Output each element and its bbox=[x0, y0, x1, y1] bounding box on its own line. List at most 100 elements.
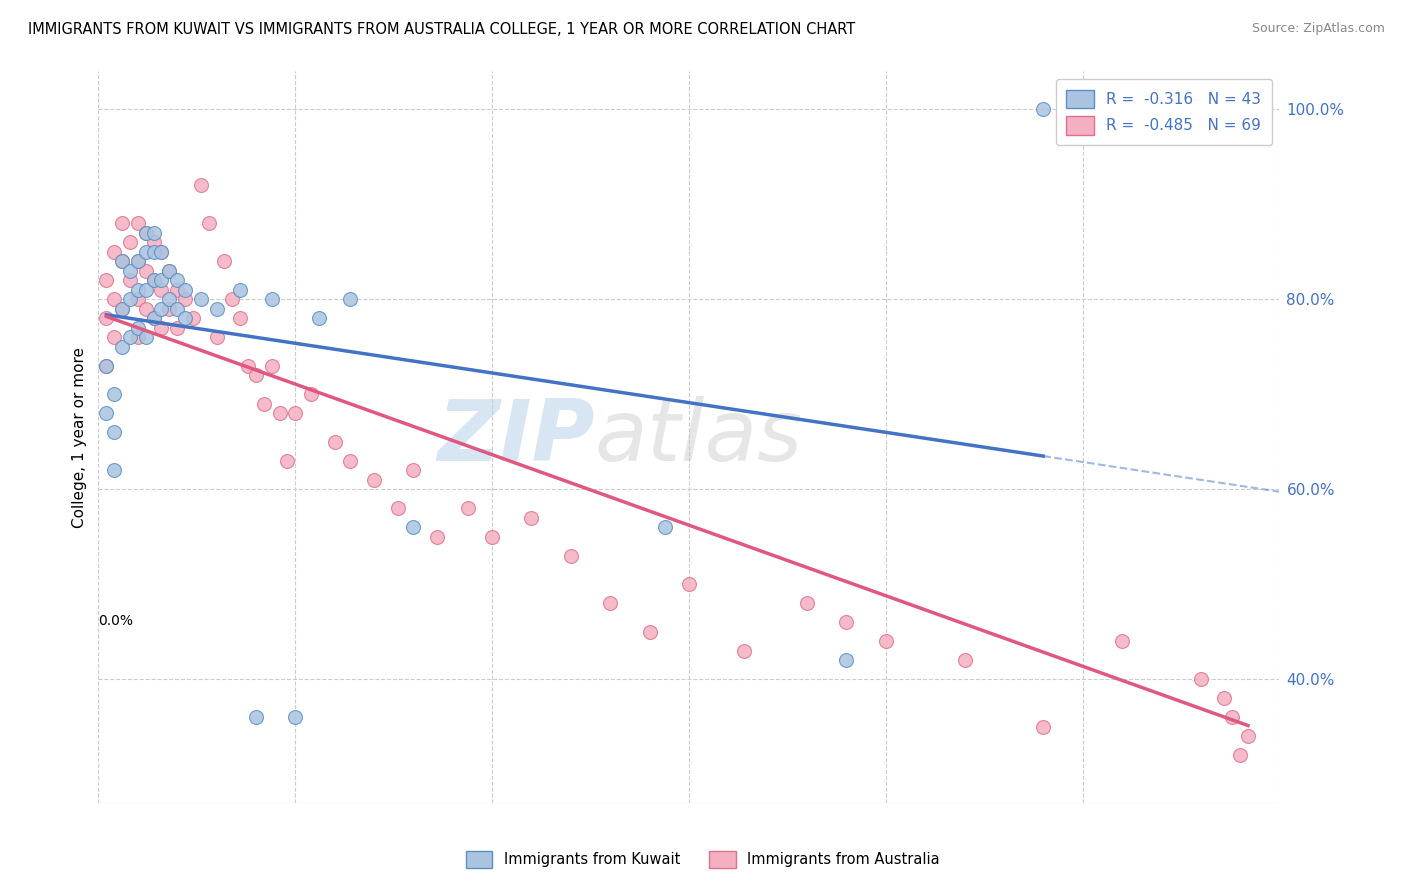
Point bbox=[166, 273, 188, 287]
Point bbox=[323, 434, 346, 449]
Point bbox=[284, 710, 307, 724]
Point bbox=[142, 311, 165, 326]
Point bbox=[638, 624, 661, 639]
Point bbox=[284, 406, 307, 420]
Point bbox=[135, 226, 157, 240]
Point bbox=[599, 596, 621, 610]
Point bbox=[157, 264, 180, 278]
Point bbox=[96, 406, 118, 420]
Point bbox=[135, 283, 157, 297]
Point bbox=[127, 330, 149, 344]
Legend: R =  -0.316   N = 43, R =  -0.485   N = 69: R = -0.316 N = 43, R = -0.485 N = 69 bbox=[1056, 79, 1272, 145]
Point bbox=[1229, 748, 1251, 763]
Point bbox=[520, 511, 543, 525]
Point bbox=[733, 644, 755, 658]
Point bbox=[96, 273, 118, 287]
Point bbox=[118, 264, 141, 278]
Text: Source: ZipAtlas.com: Source: ZipAtlas.com bbox=[1251, 22, 1385, 36]
Point bbox=[142, 273, 165, 287]
Point bbox=[260, 359, 283, 373]
Point bbox=[157, 293, 180, 307]
Point bbox=[181, 311, 204, 326]
Point bbox=[190, 178, 212, 193]
Point bbox=[174, 311, 197, 326]
Point bbox=[174, 293, 197, 307]
Point bbox=[796, 596, 818, 610]
Point bbox=[1220, 710, 1243, 724]
Point bbox=[127, 321, 149, 335]
Point bbox=[150, 244, 173, 259]
Point bbox=[1111, 634, 1133, 648]
Point bbox=[197, 216, 219, 230]
Legend: Immigrants from Kuwait, Immigrants from Australia: Immigrants from Kuwait, Immigrants from … bbox=[458, 844, 948, 876]
Point bbox=[96, 359, 118, 373]
Point bbox=[127, 283, 149, 297]
Point bbox=[245, 710, 267, 724]
Point bbox=[835, 615, 858, 630]
Point bbox=[190, 293, 212, 307]
Point bbox=[1213, 691, 1236, 706]
Point bbox=[96, 311, 118, 326]
Point bbox=[150, 321, 173, 335]
Point bbox=[299, 387, 322, 401]
Point bbox=[166, 283, 188, 297]
Point bbox=[339, 454, 361, 468]
Point bbox=[142, 311, 165, 326]
Point bbox=[1032, 720, 1054, 734]
Point bbox=[205, 330, 228, 344]
Point bbox=[339, 293, 361, 307]
Point bbox=[276, 454, 298, 468]
Point bbox=[111, 301, 134, 316]
Point bbox=[111, 340, 134, 354]
Point bbox=[166, 321, 188, 335]
Point bbox=[221, 293, 243, 307]
Point bbox=[142, 235, 165, 250]
Point bbox=[150, 301, 173, 316]
Point bbox=[103, 244, 125, 259]
Point bbox=[111, 216, 134, 230]
Point bbox=[560, 549, 582, 563]
Point bbox=[135, 330, 157, 344]
Point bbox=[127, 216, 149, 230]
Point bbox=[229, 311, 252, 326]
Point bbox=[457, 501, 479, 516]
Point bbox=[253, 397, 276, 411]
Point bbox=[260, 293, 283, 307]
Point bbox=[127, 254, 149, 268]
Point bbox=[103, 425, 125, 440]
Text: 0.0%: 0.0% bbox=[98, 614, 134, 628]
Point bbox=[1032, 103, 1054, 117]
Point bbox=[118, 330, 141, 344]
Point bbox=[118, 293, 141, 307]
Point bbox=[135, 301, 157, 316]
Point bbox=[426, 530, 449, 544]
Point bbox=[205, 301, 228, 316]
Point bbox=[363, 473, 385, 487]
Point bbox=[118, 235, 141, 250]
Point bbox=[1189, 673, 1212, 687]
Point bbox=[835, 653, 858, 667]
Point bbox=[135, 264, 157, 278]
Point bbox=[269, 406, 291, 420]
Point bbox=[142, 273, 165, 287]
Point bbox=[96, 359, 118, 373]
Point bbox=[236, 359, 259, 373]
Point bbox=[103, 463, 125, 477]
Point bbox=[142, 226, 165, 240]
Point bbox=[135, 226, 157, 240]
Point bbox=[308, 311, 330, 326]
Point bbox=[654, 520, 676, 534]
Point bbox=[127, 293, 149, 307]
Point bbox=[142, 244, 165, 259]
Point bbox=[214, 254, 236, 268]
Point bbox=[157, 301, 180, 316]
Point bbox=[150, 283, 173, 297]
Text: atlas: atlas bbox=[595, 395, 803, 479]
Point bbox=[1237, 729, 1260, 743]
Point bbox=[157, 264, 180, 278]
Point bbox=[111, 254, 134, 268]
Point bbox=[150, 244, 173, 259]
Point bbox=[103, 330, 125, 344]
Point bbox=[103, 293, 125, 307]
Point bbox=[103, 387, 125, 401]
